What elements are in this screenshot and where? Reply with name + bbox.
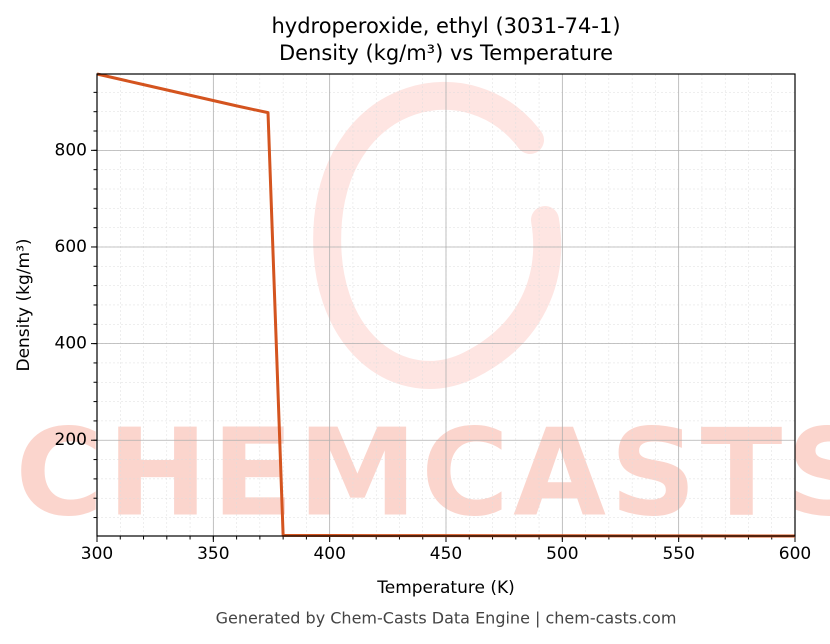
x-tick-label: 500 <box>546 544 578 564</box>
y-tick-label: 200 <box>55 430 87 450</box>
watermark-logo <box>313 81 562 389</box>
y-tick-label: 400 <box>55 334 87 354</box>
y-tick-label: 600 <box>55 237 87 257</box>
plot-frame <box>96 73 796 537</box>
x-axis-label: Temperature (K) <box>376 578 515 598</box>
y-tick-label: 800 <box>55 140 87 160</box>
chart-title: hydroperoxide, ethyl (3031-74-1) <box>271 14 620 38</box>
x-tick-label: 300 <box>81 544 113 564</box>
x-tick-label: 350 <box>197 544 229 564</box>
x-tick-label: 450 <box>430 544 462 564</box>
x-tick-label: 600 <box>779 544 811 564</box>
y-axis-label: Density (kg/m³) <box>14 238 34 371</box>
chart-subtitle: Density (kg/m³) vs Temperature <box>279 41 613 65</box>
footer: Generated by Chem-Casts Data Engine | ch… <box>216 609 677 628</box>
x-tick-label: 400 <box>313 544 345 564</box>
x-tick-label: 550 <box>662 544 694 564</box>
